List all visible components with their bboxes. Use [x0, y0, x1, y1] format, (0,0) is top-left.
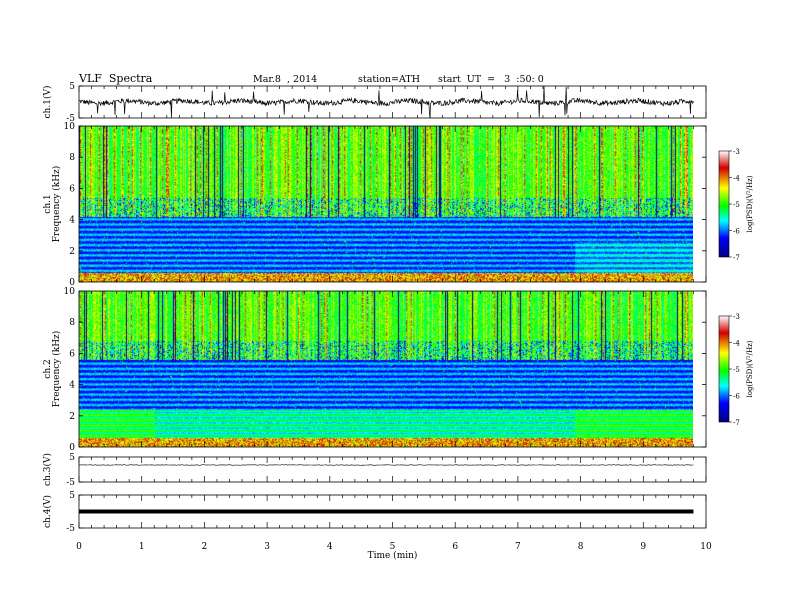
- s2-ylabel: Frequency (kHz): [51, 331, 62, 408]
- s2-ytick-label: 2: [69, 412, 75, 422]
- w1-ylabel: ch.1(V): [42, 86, 53, 119]
- time-axis-label: Time (min): [368, 550, 418, 561]
- time-axis-tick-label: 3: [264, 542, 270, 552]
- ch2-colorbar-tick-label: -4: [733, 340, 740, 348]
- s1-ytick-label: 6: [69, 184, 75, 194]
- s1-ytick-label: 8: [69, 153, 75, 163]
- date-label: Mar.8 , 2014: [253, 74, 318, 85]
- s2-ytick-label: 6: [69, 349, 75, 359]
- ch2-colorbar-tick-label: -3: [733, 313, 740, 321]
- ch1-colorbar-label: log(PSD)(V²/Hz): [746, 175, 754, 232]
- ch1-colorbar-tick-label: -3: [733, 148, 740, 156]
- s2-ytick-label: 8: [69, 318, 75, 328]
- s2-ytick-label: 4: [69, 381, 75, 391]
- ch2-colorbar-label: log(PSD)(V²/Hz): [746, 340, 754, 397]
- w3-ytick-label: -5: [66, 478, 75, 488]
- ch2-colorbar-tick-label: -7: [733, 419, 740, 427]
- s2-channel-label: ch.2: [43, 359, 53, 378]
- time-axis-tick-label: 7: [515, 542, 521, 552]
- time-axis-tick-label: 6: [452, 542, 458, 552]
- w1-ytick-label: 5: [69, 82, 75, 92]
- time-axis-tick-label: 9: [640, 542, 646, 552]
- time-axis-tick-label: 1: [139, 542, 145, 552]
- time-axis-tick-label: 0: [76, 542, 82, 552]
- s1-ytick-label: 4: [69, 216, 75, 226]
- station-label: station=ATH: [358, 74, 420, 85]
- time-axis-tick-label: 4: [327, 542, 333, 552]
- s1-ytick-label: 0: [69, 278, 75, 288]
- time-axis-tick-label: 8: [578, 542, 584, 552]
- chart-title: VLF Spectra: [79, 72, 153, 85]
- w1-series-line: [78, 86, 694, 118]
- time-axis-tick-label: 10: [700, 542, 712, 552]
- ch1-colorbar-tick-label: -7: [733, 254, 740, 262]
- ch2-colorbar-tick-label: -6: [733, 393, 740, 401]
- s1-ytick-label: 10: [64, 122, 76, 132]
- s1-ylabel: Frequency (kHz): [51, 166, 62, 243]
- w4-ytick-label: -5: [66, 524, 75, 534]
- time-axis-tick-label: 2: [202, 542, 208, 552]
- ch2-colorbar-tick-label: -5: [733, 366, 740, 374]
- s1-spectrogram-image: [79, 126, 693, 282]
- w3-ytick-label: 5: [69, 453, 75, 463]
- w3-ylabel: ch.3(V): [42, 453, 53, 486]
- s1-ytick-label: 2: [69, 247, 75, 257]
- w4-ytick-label: 5: [69, 491, 75, 501]
- ch1-colorbar-tick-label: -4: [733, 175, 740, 183]
- ch1-colorbar-tick-label: -6: [733, 228, 740, 236]
- ch1-colorbar-tick-label: -5: [733, 201, 740, 209]
- w4-ylabel: ch.4(V): [42, 495, 53, 528]
- start-time-label: start UT = 3 :50: 0: [438, 74, 544, 85]
- s2-ytick-label: 10: [64, 287, 76, 297]
- s2-ytick-label: 0: [69, 443, 75, 453]
- w3-series-line: [78, 464, 694, 466]
- s2-spectrogram-image: [79, 291, 693, 447]
- w1-ytick-label: -5: [66, 114, 75, 124]
- ch2-colorbar: [718, 315, 730, 423]
- time-axis-tick-label: 5: [390, 542, 396, 552]
- ch1-colorbar: [718, 150, 730, 258]
- s1-channel-label: ch.1: [43, 194, 53, 213]
